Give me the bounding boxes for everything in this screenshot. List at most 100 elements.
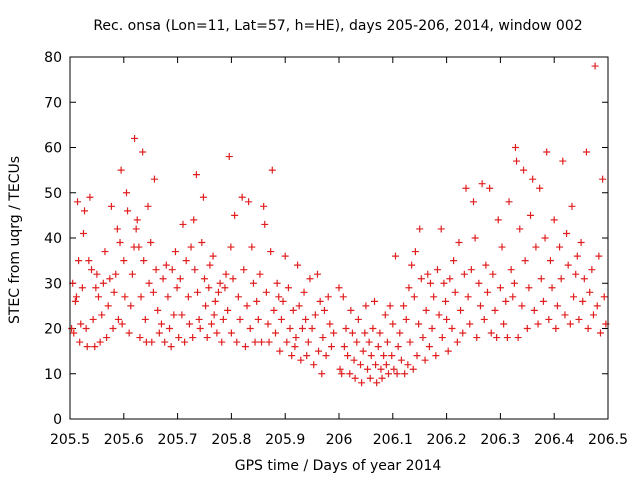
data-point — [76, 338, 84, 346]
data-point — [159, 275, 167, 283]
data-point — [550, 216, 558, 224]
data-point — [308, 325, 316, 332]
data-point — [267, 248, 275, 256]
data-point — [358, 379, 366, 387]
data-point — [248, 243, 256, 251]
data-point — [561, 311, 569, 319]
data-point — [211, 297, 219, 305]
data-point — [350, 356, 358, 364]
data-point — [175, 334, 183, 342]
data-point — [236, 315, 244, 323]
data-point — [116, 239, 124, 247]
x-tick-label: 206.3 — [480, 432, 520, 448]
data-point — [390, 365, 398, 373]
data-point — [417, 275, 425, 283]
data-point — [404, 361, 412, 369]
data-point — [330, 329, 338, 337]
data-point — [268, 166, 276, 174]
data-point — [316, 297, 324, 305]
data-point — [451, 288, 459, 296]
data-point — [364, 365, 372, 373]
data-point — [366, 374, 374, 382]
data-point — [546, 257, 554, 265]
data-point — [541, 234, 549, 242]
data-point — [428, 325, 436, 332]
data-point — [536, 184, 544, 192]
data-point — [556, 243, 564, 251]
x-tick-label: 206.1 — [373, 432, 413, 448]
data-point — [178, 311, 186, 319]
data-point — [124, 207, 132, 215]
data-point — [448, 325, 456, 332]
data-point — [234, 293, 242, 301]
data-point — [400, 302, 408, 310]
data-point — [216, 279, 224, 287]
data-point — [122, 189, 130, 197]
x-tick-label: 205.6 — [104, 432, 144, 448]
data-point — [218, 338, 226, 346]
data-point — [509, 293, 517, 301]
data-point — [516, 225, 524, 233]
data-point — [344, 352, 352, 360]
data-point — [260, 202, 268, 210]
data-point — [157, 320, 165, 328]
data-point — [582, 148, 590, 156]
data-point — [557, 275, 565, 283]
data-point — [155, 329, 163, 337]
data-point — [382, 361, 390, 369]
data-point — [361, 329, 369, 337]
data-point — [502, 297, 510, 305]
data-point — [373, 379, 381, 387]
data-point — [114, 315, 122, 323]
data-point — [72, 293, 80, 301]
data-point — [205, 284, 213, 292]
data-point — [78, 284, 86, 292]
data-point — [113, 225, 121, 233]
data-point — [595, 252, 603, 260]
data-point — [467, 266, 475, 274]
data-point — [276, 347, 284, 355]
data-point — [81, 207, 89, 215]
data-point — [190, 216, 198, 224]
data-point — [202, 302, 210, 310]
data-point — [311, 311, 319, 319]
data-point — [530, 306, 538, 314]
data-point — [523, 325, 531, 332]
data-point — [238, 193, 246, 201]
data-point — [270, 306, 278, 314]
data-point — [83, 343, 91, 351]
data-point — [339, 293, 347, 301]
data-point — [117, 166, 125, 174]
data-point — [167, 343, 175, 351]
x-tick-label: 205.9 — [265, 432, 305, 448]
data-point — [486, 184, 494, 192]
data-point — [347, 306, 355, 314]
data-point — [284, 284, 292, 292]
data-point — [182, 257, 190, 265]
data-point — [318, 370, 326, 378]
data-point — [98, 311, 106, 319]
data-point — [371, 297, 379, 305]
data-point — [543, 148, 551, 156]
data-point — [539, 297, 547, 305]
data-point — [145, 279, 153, 287]
data-point — [397, 356, 405, 364]
data-point — [109, 325, 117, 332]
data-point — [537, 275, 545, 283]
data-point — [262, 288, 270, 296]
data-point — [68, 325, 76, 332]
data-point — [104, 302, 112, 310]
x-tick-label: 205.7 — [158, 432, 198, 448]
data-point — [577, 239, 585, 247]
data-point — [103, 334, 111, 342]
data-point — [222, 270, 230, 278]
data-point — [147, 239, 155, 247]
data-point — [135, 243, 143, 251]
data-point — [413, 352, 421, 360]
data-point — [99, 279, 107, 287]
data-point — [600, 293, 608, 301]
data-point — [75, 257, 83, 265]
y-tick-label: 10 — [44, 367, 62, 383]
data-point — [444, 347, 452, 355]
data-point — [482, 261, 490, 269]
